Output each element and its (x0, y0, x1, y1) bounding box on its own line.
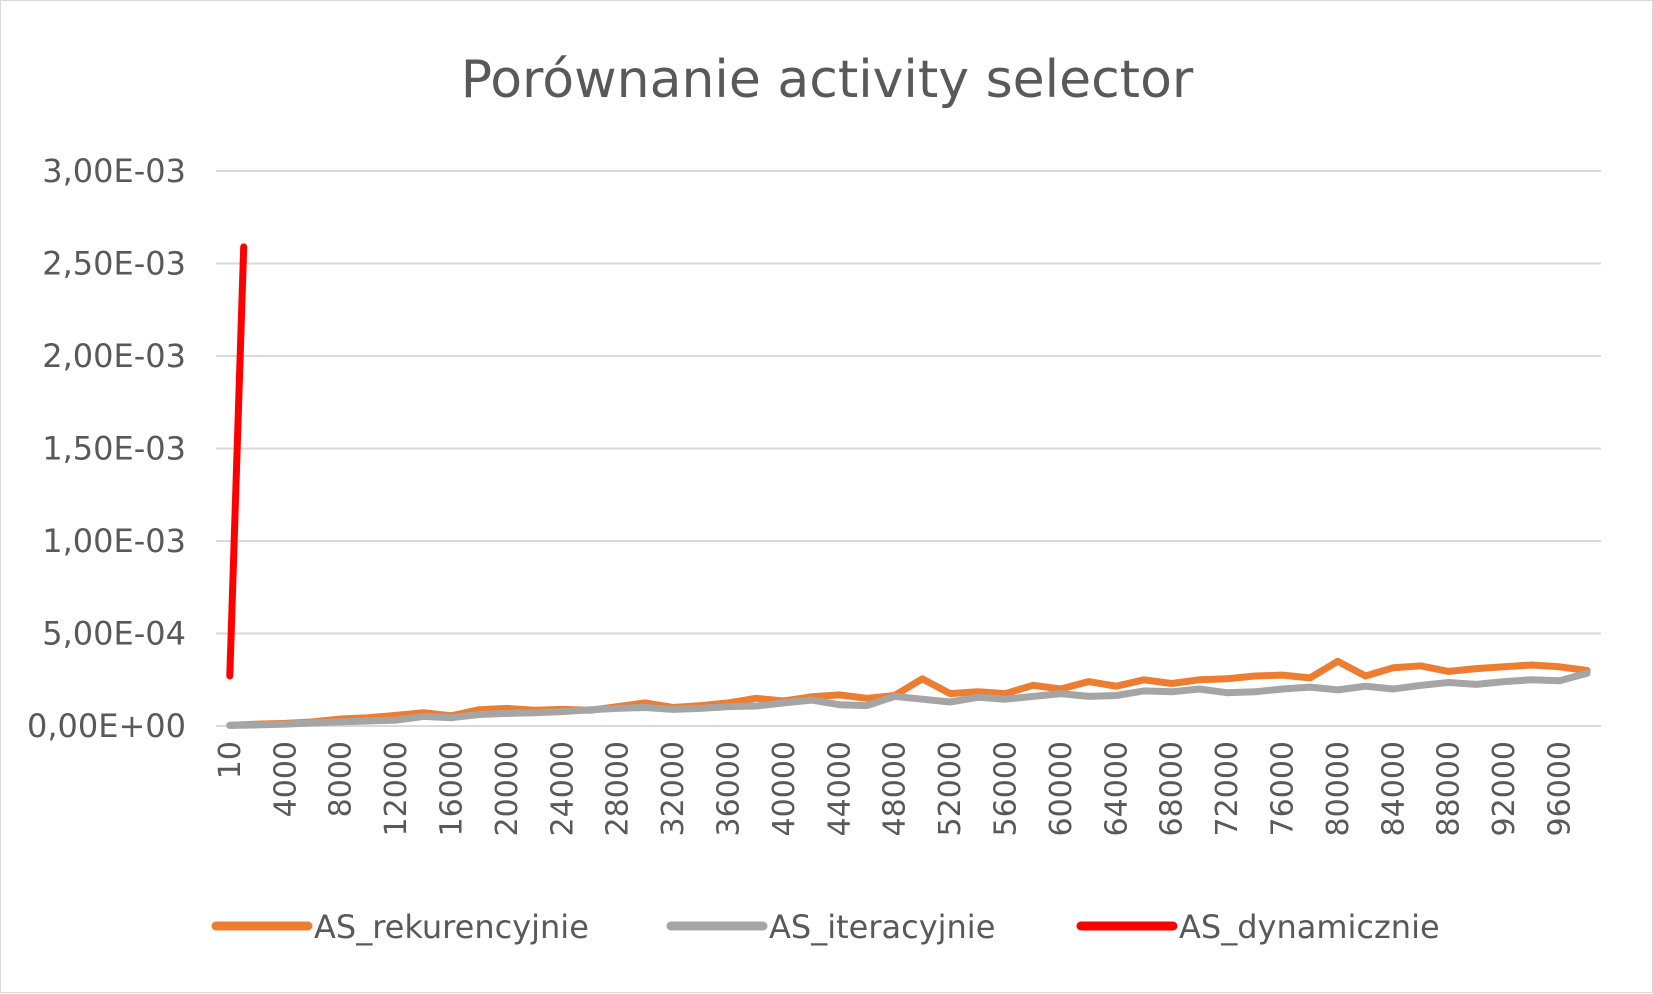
x-tick-label: 96000 (1542, 741, 1577, 836)
x-tick-label: 80000 (1321, 741, 1356, 836)
y-tick-label: 2,50E-03 (42, 245, 186, 283)
x-tick-label: 10 (213, 741, 248, 779)
x-tick-label: 52000 (933, 741, 968, 836)
x-tick-label: 8000 (324, 741, 359, 817)
y-tick-label: 5,00E-04 (42, 615, 186, 653)
gridlines (216, 170, 1601, 727)
x-tick-label: 20000 (490, 741, 525, 836)
legend: AS_rekurencyjnie AS_iteracyjnie AS_dynamic… (211, 908, 1440, 946)
x-tick-label: 4000 (268, 741, 303, 817)
x-tick-label: 88000 (1432, 741, 1467, 836)
x-tick-label: 72000 (1210, 741, 1245, 836)
y-tick-label: 3,00E-03 (42, 152, 186, 190)
x-tick-label: 68000 (1155, 741, 1190, 836)
x-tick-label: 16000 (434, 741, 469, 836)
x-tick-label: 56000 (988, 741, 1023, 836)
x-tick-label: 40000 (767, 741, 802, 836)
y-tick-label: 1,50E-03 (42, 430, 186, 468)
series-line-AS_iteracyjnie (226, 669, 1591, 729)
y-tick-label: 1,00E-03 (42, 522, 186, 560)
x-tick-label: 12000 (379, 741, 414, 836)
x-tick-label: 92000 (1487, 741, 1522, 836)
y-axis-tick-labels: 0,00E+00 5,00E-04 1,00E-03 1,50E-03 2,00E-03… (27, 152, 186, 745)
y-tick-label: 2,00E-03 (42, 337, 186, 375)
legend-label: AS_iteracyjnie (769, 908, 995, 946)
chart-title: Porównanie activity selector (461, 50, 1194, 110)
x-tick-label: 44000 (822, 741, 857, 836)
x-tick-label: 84000 (1376, 741, 1411, 836)
x-tick-label: 76000 (1265, 741, 1300, 836)
y-tick-label: 0,00E+00 (27, 707, 186, 745)
x-tick-label: 36000 (711, 741, 746, 836)
legend-label: AS_rekurencyjnie (314, 908, 589, 946)
series-lines (226, 243, 1591, 729)
x-tick-label: 48000 (878, 741, 913, 836)
x-tick-label: 64000 (1099, 741, 1134, 836)
series-line-AS_dynamicznie (226, 243, 248, 680)
x-tick-label: 60000 (1044, 741, 1079, 836)
x-tick-label: 24000 (545, 741, 580, 836)
x-tick-label: 28000 (601, 741, 636, 836)
x-tick-label: 32000 (656, 741, 691, 836)
x-axis: 10 4000 8000 12000 16000 20000 24000 28000 32000… (213, 725, 1601, 836)
legend-label: AS_dynamicznie (1179, 908, 1440, 946)
